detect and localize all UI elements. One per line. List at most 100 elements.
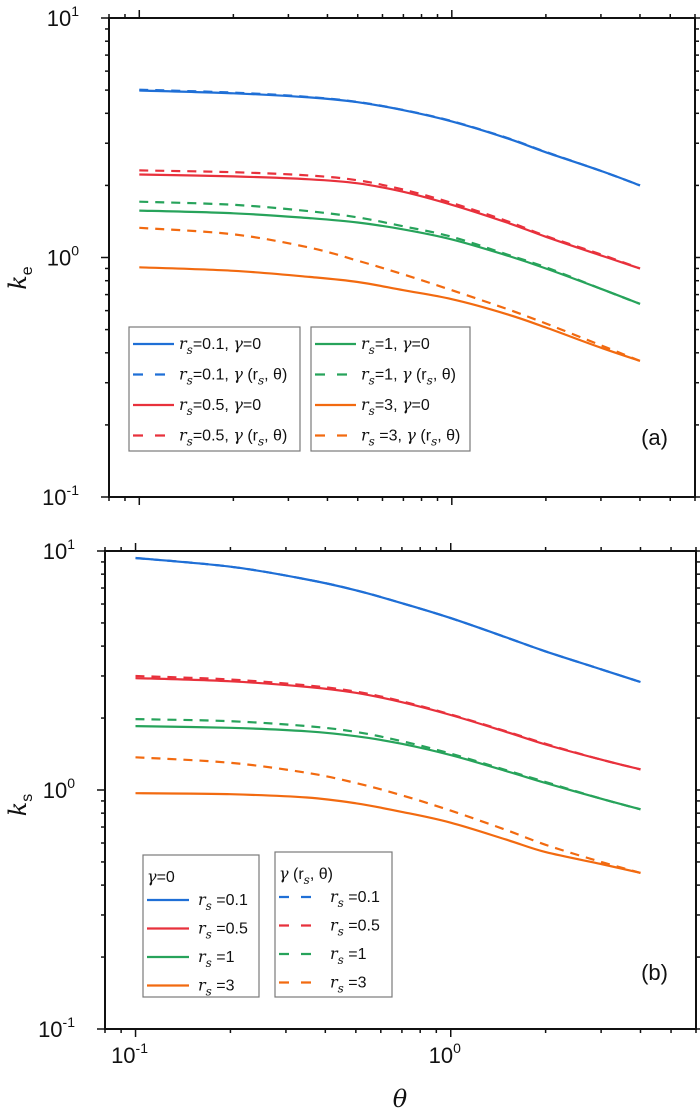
legend-tail-sub: s (258, 374, 264, 388)
legend-gamma: γ (147, 867, 157, 886)
legend-tail: =0 (243, 336, 261, 353)
legend-r: r (198, 890, 207, 909)
legend-tail-sub: s (431, 435, 437, 449)
panel-label: (b) (641, 960, 668, 985)
legend-r-sub: s (187, 374, 193, 388)
legend-r: r (330, 887, 339, 906)
legend-value: =0.1 (212, 892, 248, 909)
legend-gamma: γ (233, 334, 243, 353)
legend-r: r (179, 334, 188, 353)
x-tick-label: 10-1 (111, 1040, 148, 1068)
legend-r: r (179, 395, 188, 414)
series-line-dashed-rs-0_1 (139, 88, 641, 187)
series-line-solid-rs-3 (135, 792, 641, 874)
legend-r: r (361, 395, 370, 414)
y-tick-base: 10 (42, 485, 66, 510)
series-line-dashed-rs-0_5 (139, 169, 641, 270)
x-tick-base: 10 (111, 1043, 135, 1068)
y-tick-exponent: 1 (71, 3, 79, 19)
x-tick-exponent: -1 (136, 1040, 149, 1056)
legend-r: r (330, 916, 339, 935)
legend-label: rs=0.5, γ=0 (179, 395, 261, 418)
legend-r-sub: s (206, 956, 212, 970)
y-axis-title: ke (4, 266, 36, 290)
legend-gamma: γ (406, 426, 416, 445)
legend-tail-sub: s (258, 435, 264, 449)
legend-gamma: γ (402, 334, 412, 353)
legend-label: rs =1 (198, 947, 235, 970)
x-tick-exponent: 0 (453, 1040, 461, 1056)
y-axis-title-sub: s (19, 794, 36, 802)
series-line-dashed-rs-0_5 (135, 674, 641, 771)
legend-r-sub: s (369, 404, 375, 418)
series-line-dashed-rs-1 (139, 200, 641, 305)
series-line-solid-rs-0_5 (135, 677, 641, 771)
legend-tail: (r (416, 428, 432, 445)
legend-value: =3, (375, 397, 402, 414)
legend-value: =0.1, (193, 367, 233, 384)
legend-label: rs =1 (330, 944, 367, 967)
y-tick-base: 10 (47, 6, 71, 31)
legend-label: rs =3 (198, 976, 235, 999)
legend-r: r (330, 944, 339, 963)
legend-label: rs=1, γ=0 (361, 334, 430, 357)
series-line-dashed-rs-1 (135, 718, 641, 811)
legend-box-2: γ (rs, θ)rs =0.1rs =0.5rs =1rs =3 (274, 851, 393, 998)
series-line-dashed-rs-0_1 (135, 556, 641, 684)
legend-label: rs=0.1, γ (rs, θ) (179, 365, 287, 388)
legend-tail: (r (243, 428, 259, 445)
y-tick-exponent: 0 (67, 775, 75, 791)
legend-tail: =0 (412, 397, 430, 414)
y-axis-title-main: k (4, 802, 32, 817)
legend-label: rs =3 (330, 973, 367, 996)
legend-gamma: γ (279, 864, 289, 883)
legend-r-sub: s (206, 985, 212, 999)
y-tick-base: 10 (43, 778, 67, 803)
legend-tail-end: , θ) (264, 367, 287, 384)
legend-r-sub: s (338, 953, 344, 967)
legend-r: r (198, 976, 207, 995)
legend-box-1: γ=0rs =0.1rs =0.5rs =1rs =3 (142, 854, 260, 999)
legend-r: r (198, 947, 207, 966)
x-axis-title: θ (393, 1085, 408, 1113)
panel-label: (a) (641, 425, 668, 450)
legend-r-sub: s (369, 343, 375, 357)
legend-title: γ (rs, θ) (279, 864, 333, 887)
series-line-dashed-rs-3 (135, 756, 641, 874)
legend-title-tail: =0 (157, 869, 175, 886)
legend-r: r (330, 973, 339, 992)
legend-r-sub: s (187, 404, 193, 418)
legend-tail: (r (412, 367, 428, 384)
y-tick-base: 10 (38, 1017, 62, 1042)
legend-r-sub: s (338, 982, 344, 996)
legend-tail: (r (243, 367, 259, 384)
y-tick-exponent: -1 (63, 1014, 76, 1030)
legend-r-sub: s (187, 343, 193, 357)
legend-box-2: rs=1, γ=0rs=1, γ (rs, θ)rs=3, γ=0rs =3, … (310, 326, 471, 452)
y-tick-exponent: 1 (67, 536, 75, 552)
legend-tail: =0 (243, 397, 261, 414)
legend-label: rs=3, γ=0 (361, 395, 430, 418)
legend-label: rs =0.1 (198, 890, 248, 913)
legend-title: γ=0 (147, 867, 175, 886)
legend-label: rs =3, γ (rs, θ) (361, 426, 460, 449)
legend-r: r (179, 426, 188, 445)
series-line-dashed-rs-3 (139, 226, 641, 362)
legend-value: =0.5, (193, 428, 233, 445)
y-tick-base: 10 (43, 539, 67, 564)
legend-value: =3 (212, 978, 235, 995)
legend-value: =0.5, (193, 397, 233, 414)
legend-value: =0.5 (212, 921, 248, 938)
legend-value: =3 (344, 975, 367, 992)
legend-r: r (179, 365, 188, 384)
legend-gamma: γ (233, 395, 243, 414)
y-tick-label: 100 (43, 775, 75, 803)
y-axis-title-main: k (4, 275, 32, 290)
legend-label: rs =0.1 (330, 887, 380, 910)
legend-frame (128, 326, 301, 452)
legend-frame (274, 851, 393, 998)
legend-title-tail: (r (289, 866, 305, 883)
legend-value: =1, (375, 367, 402, 384)
legend-gamma: γ (402, 395, 412, 414)
